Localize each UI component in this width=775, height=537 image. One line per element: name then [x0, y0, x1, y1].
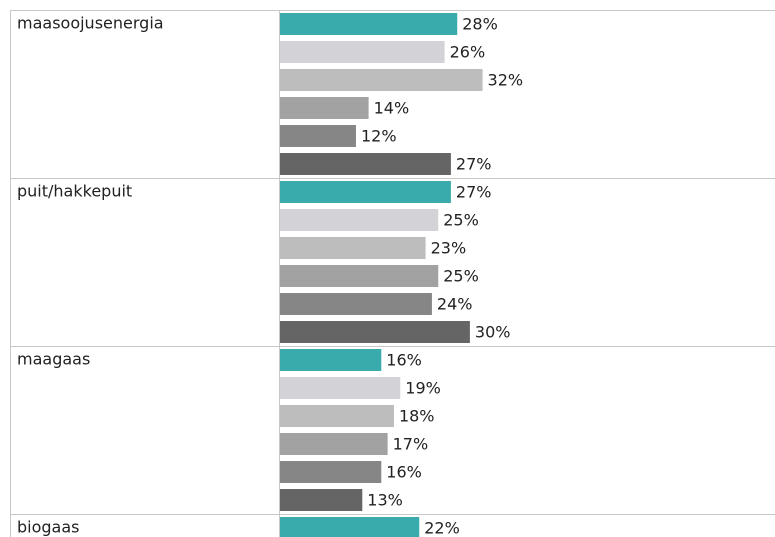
bar — [280, 153, 451, 175]
value-label: 19% — [405, 379, 441, 398]
value-label: 16% — [386, 463, 422, 482]
bar — [280, 265, 439, 287]
bar — [280, 377, 401, 399]
bar — [280, 97, 369, 119]
value-label: 17% — [393, 435, 429, 454]
category-label: maasoojusenergia — [17, 14, 164, 33]
bar — [280, 405, 394, 427]
bar — [280, 13, 458, 35]
bar — [280, 209, 439, 231]
bar — [280, 41, 445, 63]
value-label: 25% — [443, 267, 479, 286]
value-label: 27% — [456, 155, 492, 174]
value-label: 12% — [361, 127, 397, 146]
value-label: 26% — [450, 43, 486, 62]
bar — [280, 69, 483, 91]
bar — [280, 349, 382, 371]
bar — [280, 321, 470, 343]
value-label: 14% — [374, 99, 410, 118]
value-label: 24% — [437, 295, 473, 314]
value-label: 22% — [424, 519, 460, 537]
bar — [280, 125, 356, 147]
category-label: maagaas — [17, 350, 90, 369]
bar — [280, 237, 426, 259]
value-label: 30% — [475, 323, 511, 342]
value-label: 18% — [399, 407, 435, 426]
bar — [280, 293, 432, 315]
value-label: 23% — [431, 239, 467, 258]
value-label: 28% — [462, 15, 498, 34]
value-label: 16% — [386, 351, 422, 370]
bar — [280, 517, 420, 537]
bar — [280, 433, 388, 455]
value-label: 27% — [456, 183, 492, 202]
value-label: 32% — [488, 71, 524, 90]
bar — [280, 181, 451, 203]
category-label: puit/hakkepuit — [17, 182, 132, 201]
value-label: 25% — [443, 211, 479, 230]
bar — [280, 461, 382, 483]
category-label: biogaas — [17, 518, 80, 537]
value-label: 13% — [367, 491, 403, 510]
bar — [280, 489, 363, 511]
